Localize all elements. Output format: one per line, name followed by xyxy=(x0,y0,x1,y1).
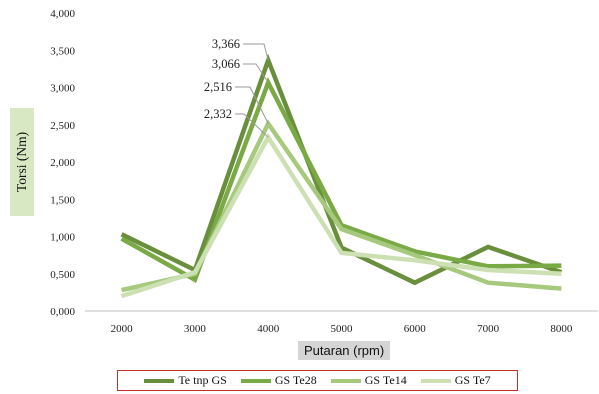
y-tick-label: 2,000 xyxy=(50,157,75,169)
x-tick-label: 4000 xyxy=(257,323,280,335)
peak-data-label: 2,332 xyxy=(204,107,232,121)
series-line-gs-te7 xyxy=(120,132,562,299)
peak-data-label: 2,516 xyxy=(204,80,232,94)
y-tick-label: 3,500 xyxy=(50,45,75,57)
annotation-leader-line xyxy=(235,113,269,138)
x-tick-label: 2000 xyxy=(111,323,134,335)
legend-item-gs-te28: GS Te28 xyxy=(240,373,317,388)
y-tick-label: 3,000 xyxy=(50,83,75,95)
legend-label-gs-te7: GS Te7 xyxy=(454,373,491,387)
annotation-leader-line xyxy=(235,86,269,124)
legend-item-gs-te7: GS Te7 xyxy=(420,373,491,388)
x-tick-label: 7000 xyxy=(477,323,500,335)
x-tick-label: 6000 xyxy=(404,323,427,335)
legend-swatch-gs-te14 xyxy=(330,378,361,383)
legend-label-te-tnp-gs: Te tnp GS xyxy=(178,373,227,387)
y-tick-label: 2,500 xyxy=(50,120,75,132)
legend-swatch-gs-te7 xyxy=(420,378,451,383)
y-tick-label: 1,000 xyxy=(50,232,75,244)
y-tick-label: 1,500 xyxy=(50,194,75,206)
legend-item-te-tnp-gs: Te tnp GS xyxy=(144,373,227,388)
y-tick-label: 0,500 xyxy=(50,269,75,281)
legend: Te tnp GS GS Te28 GS Te14 GS Te7 xyxy=(117,370,518,391)
legend-label-gs-te28: GS Te28 xyxy=(274,373,317,387)
y-tick-label: 4,000 xyxy=(50,8,75,20)
peak-data-label: 3,066 xyxy=(212,57,240,71)
y-tick-label: 0,000 xyxy=(50,306,75,318)
x-axis-label: Putaran (rpm) xyxy=(298,341,391,360)
annotation-leader-line xyxy=(243,43,269,61)
x-tick-label: 3000 xyxy=(184,323,207,335)
legend-swatch-te-tnp-gs xyxy=(144,378,175,383)
x-tick-label: 5000 xyxy=(331,323,354,335)
peak-data-label: 3,366 xyxy=(212,37,240,51)
y-axis-label-background xyxy=(10,108,34,216)
legend-label-gs-te14: GS Te14 xyxy=(364,373,407,387)
x-tick-label: 8000 xyxy=(550,323,573,335)
legend-swatch-gs-te28 xyxy=(240,378,271,383)
legend-item-gs-te14: GS Te14 xyxy=(330,373,407,388)
annotation-leader-line xyxy=(243,63,269,83)
